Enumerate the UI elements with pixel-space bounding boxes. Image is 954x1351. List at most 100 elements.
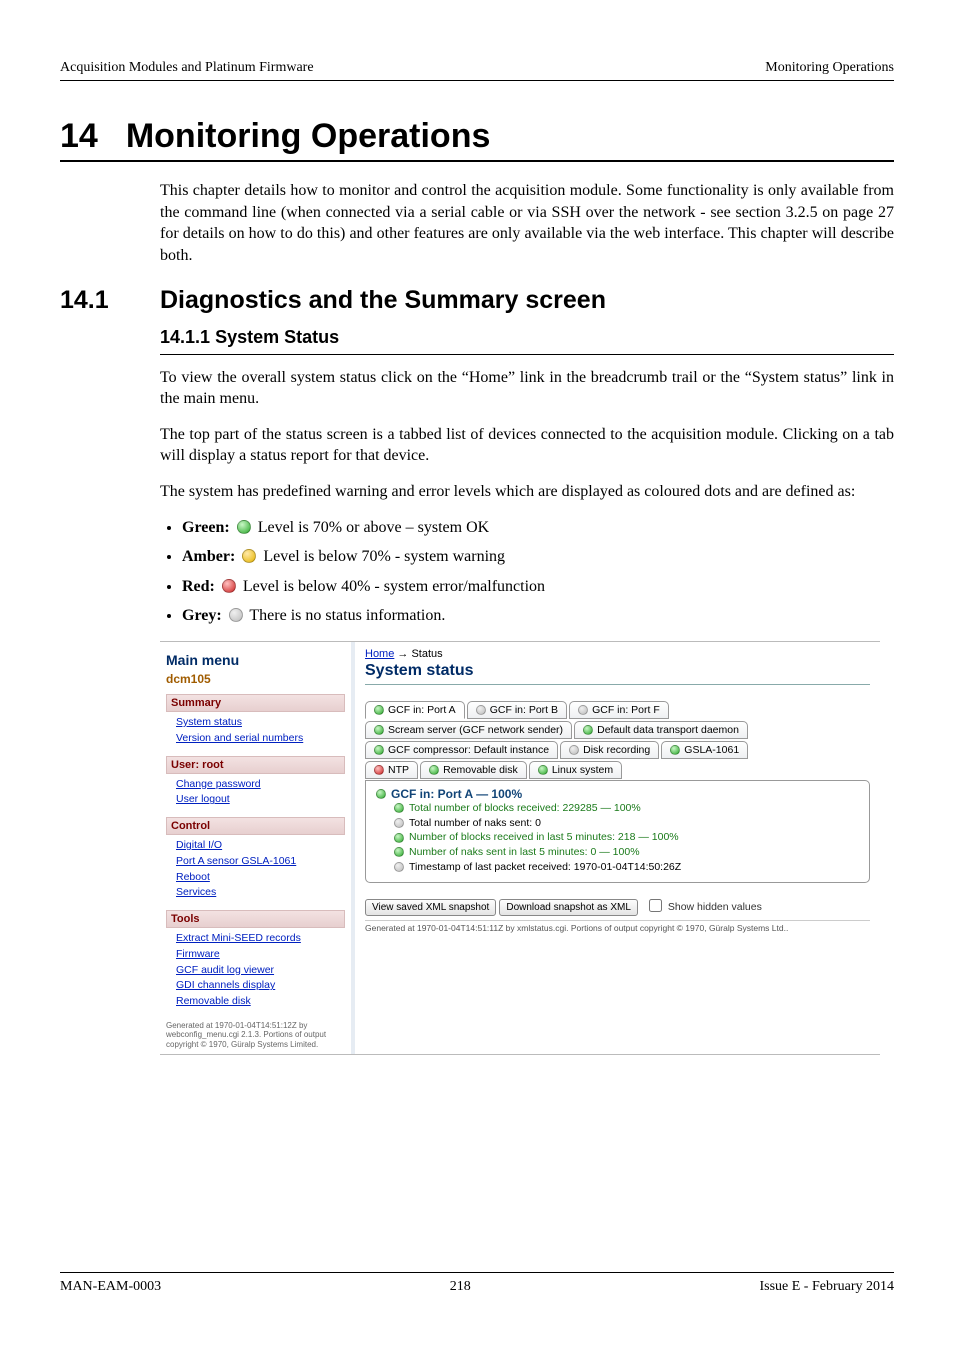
tab-default-transport[interactable]: Default data transport daemon <box>574 721 748 739</box>
section-number: 14.1 <box>60 286 160 315</box>
status-dot-icon <box>374 745 384 755</box>
tab-gsla-1061[interactable]: GSLA-1061 <box>661 741 748 759</box>
subsection-title: 14.1.1 System Status <box>160 325 894 354</box>
sidebar-item-system-status[interactable]: System status <box>176 715 341 731</box>
tab-label: Default data transport daemon <box>597 724 739 736</box>
panel-title-text: GCF in: Port A — 100% <box>391 787 522 801</box>
footer-center: 218 <box>450 1279 471 1295</box>
menu-header-control: Control <box>166 817 345 835</box>
level-list: Green: Level is 70% or above – system OK… <box>160 517 894 627</box>
sidebar-item-change-password[interactable]: Change password <box>176 777 341 793</box>
tab-disk-recording[interactable]: Disk recording <box>560 741 659 759</box>
status-panel: GCF in: Port A — 100% Total number of bl… <box>365 780 870 883</box>
tab-label: GCF in: Port F <box>592 704 660 716</box>
status-dot-icon <box>394 847 404 857</box>
tab-label: GCF in: Port A <box>388 704 456 716</box>
breadcrumb-home[interactable]: Home <box>365 648 394 660</box>
show-hidden-checkbox-input[interactable] <box>649 899 662 912</box>
grey-dot-icon <box>229 608 243 622</box>
status-dot-icon <box>374 725 384 735</box>
tab-label: Scream server (GCF network sender) <box>388 724 563 736</box>
tab-stack: GCF in: Port A GCF in: Port B GCF in: Po… <box>365 701 870 883</box>
status-dot-icon <box>429 765 439 775</box>
menu-header-summary: Summary <box>166 694 345 712</box>
status-dot-icon <box>374 705 384 715</box>
tab-label: Removable disk <box>443 764 518 776</box>
grey-label: Grey: <box>182 607 222 624</box>
green-label: Green: <box>182 519 230 536</box>
status-dot-icon <box>394 833 404 843</box>
subsection-name: System Status <box>215 327 339 347</box>
sidebar-item-gcf-audit-log[interactable]: GCF audit log viewer <box>176 963 341 979</box>
sidebar: Main menu dcm105 Summary System status V… <box>160 642 355 1054</box>
panel-line-text: Number of naks sent in last 5 minutes: 0… <box>409 845 640 860</box>
sidebar-item-removable-disk[interactable]: Removable disk <box>176 994 341 1010</box>
tab-gcf-port-a[interactable]: GCF in: Port A <box>365 701 465 719</box>
panel-line: Total number of blocks received: 229285 … <box>394 801 859 816</box>
panel-line-text: Total number of naks sent: 0 <box>409 816 541 831</box>
panel-title: GCF in: Port A — 100% <box>376 787 859 801</box>
sidebar-item-user-logout[interactable]: User logout <box>176 792 341 808</box>
tab-label: NTP <box>388 764 409 776</box>
chapter-number: 14 <box>60 117 98 156</box>
page-title: System status <box>365 662 870 685</box>
tab-ntp[interactable]: NTP <box>365 761 418 779</box>
subsection-number: 14.1.1 <box>160 327 210 347</box>
amber-text: Level is below 70% - system warning <box>259 548 505 565</box>
tab-gcf-port-b[interactable]: GCF in: Port B <box>467 701 567 719</box>
tab-removable-disk[interactable]: Removable disk <box>420 761 527 779</box>
status-dot-icon <box>583 725 593 735</box>
sidebar-item-reboot[interactable]: Reboot <box>176 870 341 886</box>
sidebar-item-firmware[interactable]: Firmware <box>176 947 341 963</box>
scrollbar[interactable] <box>351 642 355 1054</box>
download-snapshot-button[interactable]: Download snapshot as XML <box>499 899 638 916</box>
header-left: Acquisition Modules and Platinum Firmwar… <box>60 60 314 76</box>
sidebar-item-digital-io[interactable]: Digital I/O <box>176 838 341 854</box>
sidebar-item-version[interactable]: Version and serial numbers <box>176 731 341 747</box>
status-dot-icon <box>578 705 588 715</box>
status-dot-icon <box>569 745 579 755</box>
tab-label: GCF in: Port B <box>490 704 558 716</box>
panel-line-text: Timestamp of last packet received: 1970-… <box>409 860 681 875</box>
header-right: Monitoring Operations <box>765 60 894 76</box>
panel-line-text: Number of blocks received in last 5 minu… <box>409 830 679 845</box>
panel-line: Timestamp of last packet received: 1970-… <box>394 860 859 875</box>
tab-gcf-compressor[interactable]: GCF compressor: Default instance <box>365 741 558 759</box>
section-title: Diagnostics and the Summary screen <box>160 286 894 315</box>
panel-line: Number of blocks received in last 5 minu… <box>394 830 859 845</box>
show-hidden-label: Show hidden values <box>668 901 762 913</box>
breadcrumb-tail: → Status <box>394 648 442 660</box>
show-hidden-checkbox[interactable]: Show hidden values <box>645 901 762 913</box>
status-dot-icon <box>394 862 404 872</box>
level-grey: Grey: There is no status information. <box>182 605 894 627</box>
grey-text: There is no status information. <box>246 607 446 624</box>
tab-scream-server[interactable]: Scream server (GCF network sender) <box>365 721 572 739</box>
status-dot-icon <box>476 705 486 715</box>
sidebar-item-services[interactable]: Services <box>176 885 341 901</box>
sidebar-item-port-a-sensor[interactable]: Port A sensor GSLA-1061 <box>176 854 341 870</box>
web-interface-screenshot: Main menu dcm105 Summary System status V… <box>160 641 880 1055</box>
chapter-title: 14Monitoring Operations <box>60 117 894 162</box>
content-pane: Home → Status System status GCF in: Port… <box>355 642 880 1054</box>
panel-line: Number of naks sent in last 5 minutes: 0… <box>394 845 859 860</box>
main-menu-title: Main menu <box>166 652 345 668</box>
status-dot-icon <box>376 789 386 799</box>
tab-label: GCF compressor: Default instance <box>388 744 549 756</box>
red-dot-icon <box>222 579 236 593</box>
paragraph-2: The top part of the status screen is a t… <box>160 424 894 467</box>
chapter-intro: This chapter details how to monitor and … <box>160 180 894 266</box>
view-snapshot-button[interactable]: View saved XML snapshot <box>365 899 496 916</box>
panel-line-text: Total number of blocks received: 229285 … <box>409 801 641 816</box>
menu-header-user: User: root <box>166 756 345 774</box>
green-text: Level is 70% or above – system OK <box>254 519 490 536</box>
sidebar-item-extract-miniseed[interactable]: Extract Mini-SEED records <box>176 931 341 947</box>
sidebar-item-gdi-channels[interactable]: GDI channels display <box>176 978 341 994</box>
status-dot-icon <box>538 765 548 775</box>
generated-footer: Generated at 1970-01-04T14:51:11Z by xml… <box>365 920 870 933</box>
menu-header-tools: Tools <box>166 910 345 928</box>
footer-left: MAN-EAM-0003 <box>60 1279 161 1295</box>
tab-gcf-port-f[interactable]: GCF in: Port F <box>569 701 669 719</box>
hostname: dcm105 <box>166 672 345 686</box>
tab-linux-system[interactable]: Linux system <box>529 761 622 779</box>
tab-label: Disk recording <box>583 744 650 756</box>
